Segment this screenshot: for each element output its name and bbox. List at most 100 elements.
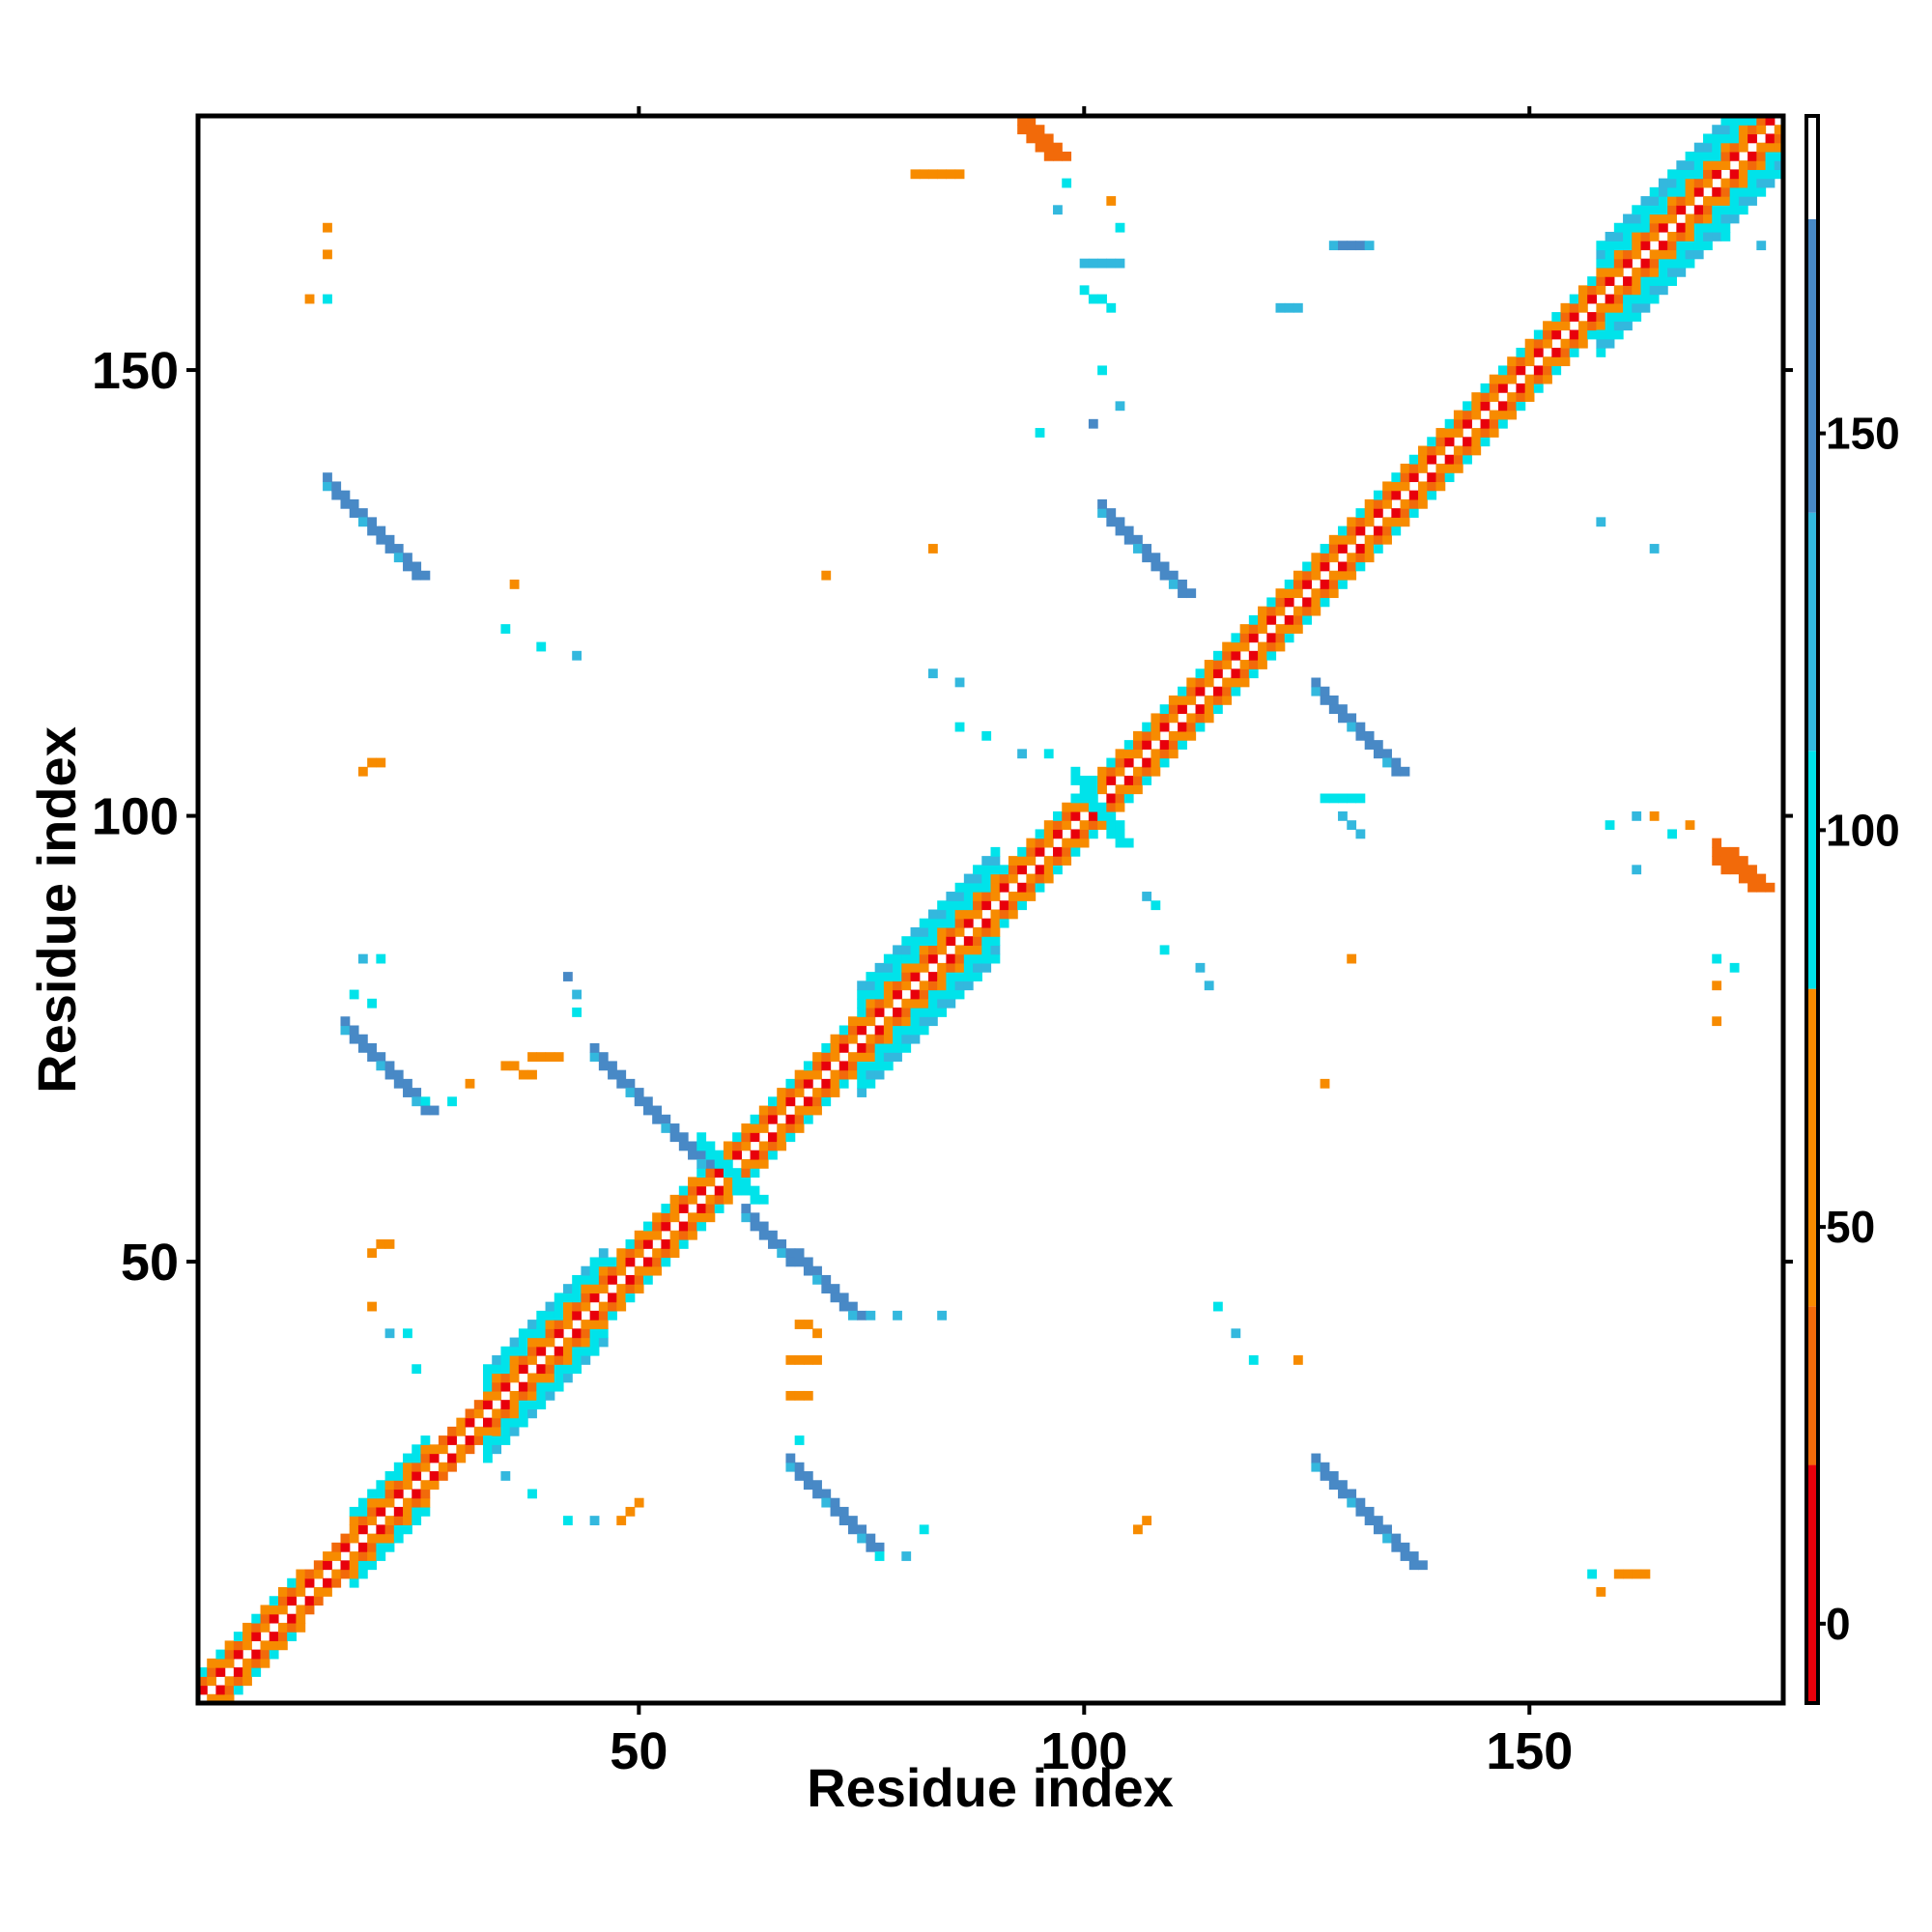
heatmap-cell [1533, 329, 1544, 340]
heatmap-cell [866, 1016, 876, 1027]
heatmap-cell [1712, 846, 1722, 857]
y-tick-label: 150 [92, 342, 179, 400]
heatmap-cell [893, 980, 902, 991]
heatmap-cell [946, 953, 956, 964]
heatmap-cell [1516, 401, 1526, 412]
heatmap-cell [1062, 856, 1072, 866]
heatmap-cell [919, 1524, 929, 1535]
heatmap-cell [874, 1042, 885, 1053]
heatmap-cell [937, 972, 948, 981]
heatmap-cell [429, 1471, 440, 1481]
heatmap-cell [1338, 561, 1348, 572]
heatmap-cell [1088, 820, 1098, 831]
heatmap-cell [1364, 498, 1375, 509]
heatmap-cell [562, 1301, 573, 1312]
heatmap-cell [1178, 579, 1187, 589]
heatmap-cell [973, 972, 982, 981]
heatmap-cell [1391, 481, 1402, 492]
heatmap-cell [1231, 1328, 1241, 1339]
heatmap-cell [1070, 810, 1081, 821]
heatmap-cell [1133, 534, 1143, 545]
heatmap-cell [1088, 784, 1098, 795]
heatmap-cell [509, 1373, 520, 1383]
heatmap-cell [812, 1265, 822, 1276]
heatmap-cell [821, 1061, 832, 1071]
heatmap-cell [296, 1569, 306, 1579]
heatmap-cell [963, 972, 974, 981]
heatmap-cell [919, 1025, 929, 1036]
heatmap-cell [1676, 249, 1687, 260]
heatmap-cell [1516, 347, 1526, 357]
heatmap-cell [1703, 213, 1713, 224]
heatmap-cell [323, 222, 332, 233]
heatmap-cell [1480, 418, 1491, 429]
heatmap-cell [785, 1462, 796, 1472]
heatmap-cell [1168, 570, 1179, 581]
heatmap-cell [821, 1096, 832, 1107]
heatmap-cell [1435, 437, 1446, 447]
heatmap-cell [313, 1560, 324, 1571]
x-tick-label: 50 [610, 1722, 668, 1780]
heatmap-cell [1640, 285, 1651, 296]
heatmap-cell [821, 1497, 832, 1508]
heatmap-cell [634, 1239, 644, 1249]
heatmap-cell [1097, 810, 1107, 821]
heatmap-cell [1258, 650, 1267, 661]
heatmap-cell [1391, 472, 1402, 483]
heatmap-cell [1123, 757, 1134, 768]
heatmap-cell [1328, 579, 1339, 589]
heatmap-cell [224, 1640, 235, 1651]
heatmap-cell [376, 1551, 386, 1561]
heatmap-cell [1507, 365, 1518, 376]
heatmap-cell [1667, 829, 1677, 839]
heatmap-cell [1231, 650, 1241, 661]
heatmap-cell [1560, 321, 1571, 331]
heatmap-cell [1079, 829, 1090, 839]
heatmap-cell [527, 1390, 537, 1401]
heatmap-cell [1587, 321, 1597, 331]
heatmap-cell [1142, 757, 1152, 768]
heatmap-cell [1623, 249, 1633, 260]
heatmap-cell [589, 1284, 600, 1293]
heatmap-cell [981, 936, 992, 947]
heatmap-cell [1596, 276, 1606, 286]
heatmap-cell [1587, 294, 1597, 304]
heatmap-cell [1632, 267, 1642, 277]
heatmap-cell [1712, 222, 1722, 233]
heatmap-cell [634, 1497, 644, 1508]
heatmap-cell [1338, 544, 1348, 554]
heatmap-cell [1355, 829, 1366, 839]
heatmap-cell [269, 1596, 279, 1606]
heatmap-cell [954, 900, 965, 911]
heatmap-cell [838, 1061, 849, 1071]
heatmap-cell [393, 544, 404, 554]
heatmap-cell [705, 1177, 716, 1187]
heatmap-cell [1623, 1569, 1633, 1579]
heatmap-cell [999, 918, 1009, 928]
heatmap-cell [376, 757, 386, 768]
heatmap-cell [483, 1373, 493, 1383]
heatmap-cell [1035, 133, 1045, 144]
heatmap-cell [990, 953, 1001, 964]
heatmap-cell [1151, 900, 1161, 911]
heatmap-cell [1062, 838, 1072, 848]
heatmap-cell [1097, 820, 1107, 831]
heatmap-cell [1159, 704, 1170, 715]
heatmap-cell [1712, 953, 1722, 964]
heatmap-cell [981, 900, 992, 911]
heatmap-cell [438, 1444, 448, 1455]
heatmap-cell [688, 1230, 697, 1240]
heatmap-cell [393, 1524, 404, 1535]
heatmap-cell [1747, 178, 1757, 188]
heatmap-cell [1275, 633, 1286, 643]
heatmap-cell [224, 1685, 235, 1695]
heatmap-cell [1035, 846, 1045, 857]
heatmap-cell [1088, 776, 1098, 785]
heatmap-cell [1747, 125, 1757, 135]
heatmap-cell [1070, 793, 1081, 804]
heatmap-cell [1391, 1533, 1402, 1544]
heatmap-cell [758, 1105, 769, 1116]
heatmap-cell [1756, 241, 1767, 251]
heatmap-cell [990, 856, 1001, 866]
heatmap-cell [376, 953, 386, 964]
